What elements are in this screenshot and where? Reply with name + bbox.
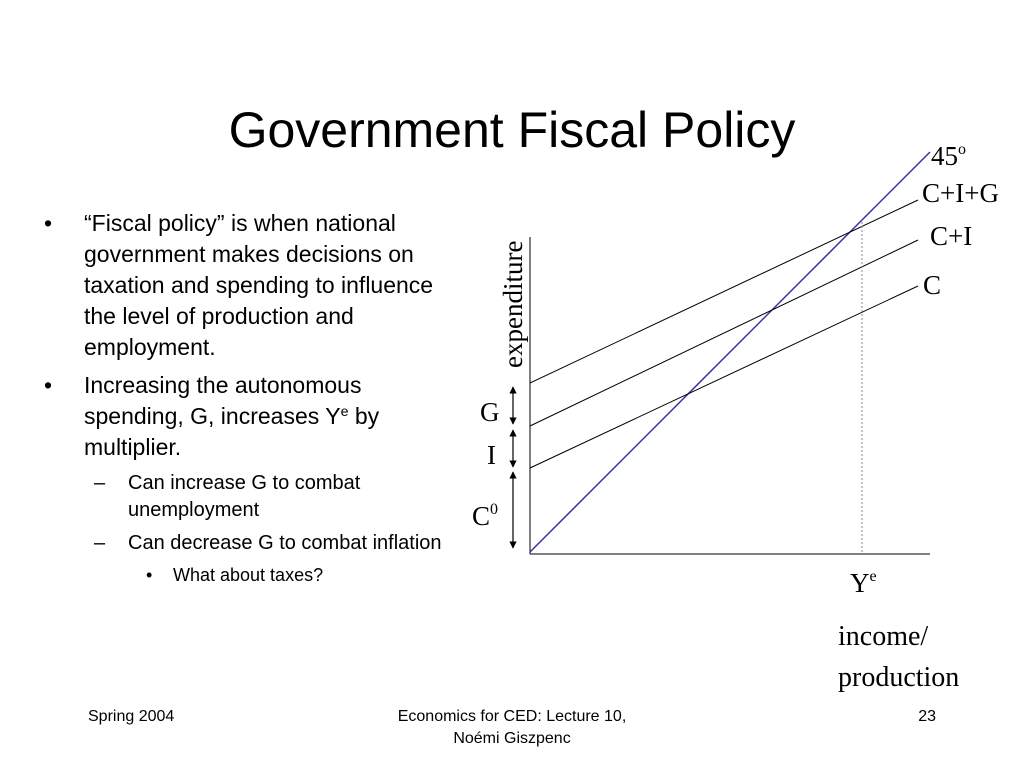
line-c-label: C [923, 270, 941, 300]
footer-date: Spring 2004 [88, 708, 175, 725]
bullet-marker: • [44, 372, 53, 398]
footer-course: Economics for CED: Lecture 10, Noémi Gis… [312, 706, 712, 750]
x-axis-label-line2: production [838, 662, 959, 693]
sub-bullet-text: Can increase G to combat unemployment [128, 472, 361, 521]
equilibrium-income-label: Ye [850, 568, 877, 598]
line-c [529, 285, 919, 469]
sub-sub-bullet-text: What about taxes? [173, 565, 324, 585]
line-c-plus-i-plus-g [529, 199, 919, 384]
y-axis-label: expenditure [498, 241, 528, 368]
footer-course-line1: Economics for CED: Lecture 10, [397, 708, 627, 725]
footer-course-line2: Noémi Giszpenc [453, 730, 571, 747]
bullet-text: Increasing the autonomous spending, G, i… [84, 372, 380, 460]
bullet-list: • “Fiscal policy” is when national gover… [44, 208, 464, 587]
sub-bullet-marker: – [94, 472, 106, 494]
bullet-item: • “Fiscal policy” is when national gover… [44, 208, 464, 363]
line-c-plus-i [529, 239, 919, 427]
intercept-i-label: I [487, 440, 496, 470]
line-45-label: 45o [931, 141, 966, 171]
sub-sub-bullet-marker: • [146, 565, 153, 585]
x-axis-label-line1: income/ [838, 621, 928, 652]
sub-sub-bullet-item: • What about taxes? [44, 563, 464, 587]
bullet-item: • Increasing the autonomous spending, G,… [44, 370, 464, 463]
bullet-marker: • [44, 210, 53, 236]
line-c-plus-i-plus-g-label: C+I+G [922, 178, 999, 208]
footer-page-number: 23 [918, 708, 936, 725]
sub-bullet-text: Can decrease G to combat inflation [128, 532, 442, 554]
superscript: e [340, 404, 349, 421]
sub-bullet-item: – Can decrease G to combat inflation [44, 530, 464, 557]
sub-bullet-item: – Can increase G to combat unemployment [44, 470, 464, 524]
bullet-text: “Fiscal policy” is when national governm… [84, 210, 434, 360]
sub-bullet-marker: – [94, 532, 106, 554]
line-45-degree [529, 151, 931, 553]
slide-title: Government Fiscal Policy [228, 102, 796, 158]
intercept-g-label: G [480, 397, 500, 427]
line-c-plus-i-label: C+I [930, 221, 972, 251]
intercept-c0-label: C0 [472, 501, 498, 531]
